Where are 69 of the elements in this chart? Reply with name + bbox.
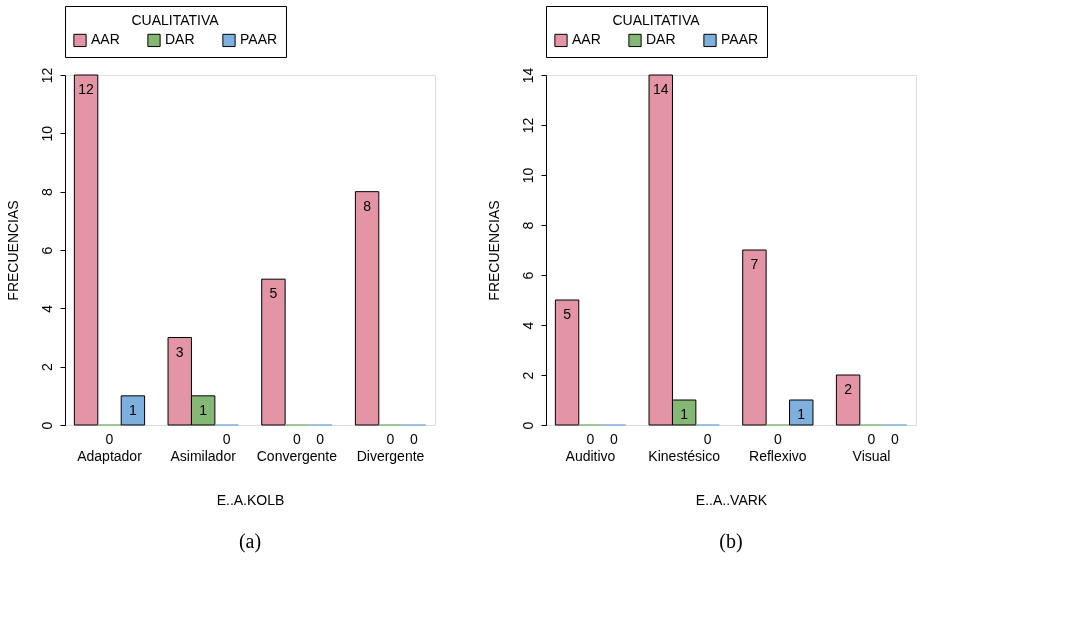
y-tick-label: 2 xyxy=(519,371,536,380)
data-label: 0 xyxy=(292,431,301,447)
y-tick-label: 6 xyxy=(519,271,536,280)
bar xyxy=(73,74,99,426)
x-axis-title: E..A..VARK xyxy=(695,491,768,508)
y-axis-title: FRECUENCIAS xyxy=(485,200,502,301)
bar xyxy=(120,395,146,426)
data-label: 0 xyxy=(222,431,231,447)
bar xyxy=(789,399,814,426)
data-label: 0 xyxy=(867,431,876,447)
text: (b) xyxy=(719,530,743,553)
data-label: 1 xyxy=(129,401,138,418)
legend-label: PAAR xyxy=(721,31,759,48)
y-tick-label: 10 xyxy=(519,167,536,184)
data-label: 7 xyxy=(750,256,759,272)
legend-title: CUALITATIVA xyxy=(131,12,220,28)
data-label: 0 xyxy=(891,431,900,447)
data-label: 1 xyxy=(797,406,806,422)
data-label: 5 xyxy=(269,285,278,302)
legend-label: AAR xyxy=(572,31,601,48)
data-label: 0 xyxy=(610,431,619,447)
data-label: 8 xyxy=(363,197,372,214)
legend-label: DAR xyxy=(646,31,676,48)
legend-label: AAR xyxy=(91,31,120,48)
data-label: 0 xyxy=(703,431,712,447)
x-tick-label: Visual xyxy=(852,447,891,464)
y-tick-label: 4 xyxy=(519,321,536,330)
x-tick-label: Auditivo xyxy=(565,447,616,464)
data-label: 2 xyxy=(844,381,853,397)
y-tick-label: 12 xyxy=(38,67,55,84)
data-label: 0 xyxy=(316,431,325,447)
legend-label: DAR xyxy=(165,31,195,48)
bar xyxy=(554,299,580,426)
data-label: 0 xyxy=(586,431,595,447)
data-label: 5 xyxy=(563,306,572,322)
data-label: 1 xyxy=(199,401,208,418)
y-tick-label: 4 xyxy=(38,304,55,313)
bar xyxy=(835,374,861,426)
y-tick-label: 12 xyxy=(519,117,536,134)
bar xyxy=(354,191,380,426)
y-tick-label: 8 xyxy=(38,188,55,197)
y-tick-label: 2 xyxy=(38,363,55,372)
bar xyxy=(261,278,286,426)
legend-label: PAAR xyxy=(240,31,278,48)
data-label: 12 xyxy=(78,81,95,97)
x-axis-title: E..A.KOLB xyxy=(216,491,285,508)
data-label: 0 xyxy=(410,431,419,447)
y-tick-label: 8 xyxy=(519,221,536,230)
x-tick-label: Adaptador xyxy=(77,447,143,464)
data-label: 0 xyxy=(105,431,114,447)
data-label: 3 xyxy=(175,343,184,360)
y-tick-label: 10 xyxy=(38,125,55,142)
data-label: 14 xyxy=(652,81,669,97)
y-tick-label: 14 xyxy=(519,67,536,84)
text: (a) xyxy=(238,530,262,553)
y-axis-title: FRECUENCIAS xyxy=(4,200,21,301)
y-tick-label: 0 xyxy=(519,421,536,430)
bar xyxy=(742,249,767,426)
x-tick-label: Asimilador xyxy=(170,447,237,464)
x-tick-label: Kinestésico xyxy=(648,447,721,464)
x-tick-label: Divergente xyxy=(356,447,425,464)
y-tick-label: 6 xyxy=(38,246,55,255)
data-label: 0 xyxy=(386,431,395,447)
data-label: 0 xyxy=(773,431,782,447)
data-label: 1 xyxy=(680,406,689,422)
x-tick-label: Reflexivo xyxy=(749,447,807,464)
legend-title: CUALITATIVA xyxy=(612,12,701,28)
x-tick-label: Convergente xyxy=(256,447,338,464)
y-tick-label: 0 xyxy=(38,421,55,430)
